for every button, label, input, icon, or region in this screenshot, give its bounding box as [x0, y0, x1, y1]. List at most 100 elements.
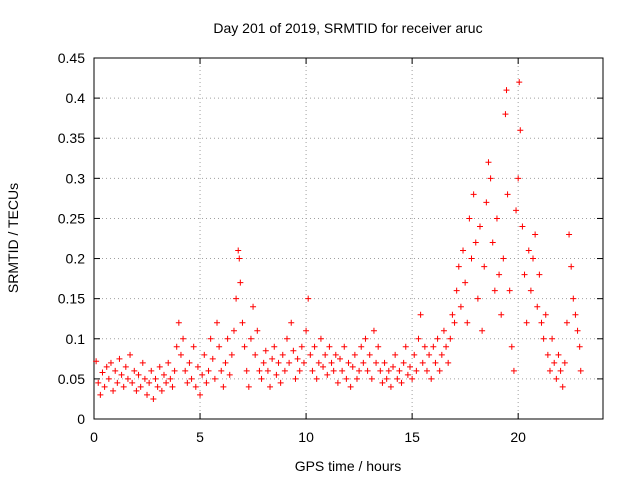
data-point [334, 379, 341, 386]
data-point [377, 367, 384, 374]
data-point [503, 87, 510, 94]
data-point [250, 303, 257, 310]
data-point [220, 383, 227, 390]
data-point [322, 351, 329, 358]
data-point [375, 343, 382, 350]
data-point [419, 359, 426, 366]
data-point [241, 343, 248, 350]
data-point [139, 359, 146, 366]
data-point [358, 343, 365, 350]
data-point [549, 335, 556, 342]
data-point [404, 371, 411, 378]
data-point [328, 359, 335, 366]
data-point [483, 199, 490, 206]
data-point [345, 359, 352, 366]
y-tick-label: 0.4 [66, 90, 86, 106]
data-point [489, 239, 496, 246]
data-point [349, 363, 356, 370]
data-point [538, 319, 545, 326]
data-point [559, 383, 566, 390]
data-point [205, 367, 212, 374]
data-point [216, 343, 223, 350]
data-point [396, 367, 403, 374]
data-point [156, 363, 163, 370]
data-point [182, 367, 189, 374]
data-point [116, 355, 123, 362]
data-point [521, 271, 528, 278]
data-point [317, 335, 324, 342]
data-point [519, 223, 526, 230]
x-tick-label: 15 [404, 429, 420, 445]
data-point [209, 355, 216, 362]
data-point [192, 383, 199, 390]
data-point [360, 359, 367, 366]
data-point [150, 395, 157, 402]
data-point [197, 391, 204, 398]
data-point [245, 383, 252, 390]
data-point [527, 287, 534, 294]
y-tick-label: 0.15 [58, 291, 85, 307]
data-point [190, 343, 197, 350]
data-point [228, 351, 235, 358]
data-point [99, 369, 106, 376]
data-point [326, 343, 333, 350]
data-point [474, 295, 481, 302]
data-point [383, 375, 390, 382]
data-point [163, 379, 170, 386]
data-point [101, 383, 108, 390]
data-point [368, 375, 375, 382]
data-point [451, 319, 458, 326]
data-point [279, 351, 286, 358]
data-point [356, 367, 363, 374]
data-point [436, 367, 443, 374]
data-point [277, 379, 284, 386]
data-point [516, 79, 523, 86]
data-point [286, 359, 293, 366]
data-point [171, 367, 178, 374]
data-point [93, 358, 100, 365]
data-point [269, 355, 276, 362]
data-point [362, 335, 369, 342]
data-point [305, 295, 312, 302]
data-point [120, 383, 127, 390]
y-tick-label: 0.1 [66, 331, 86, 347]
data-point [320, 363, 327, 370]
data-point [131, 367, 138, 374]
data-point [343, 375, 350, 382]
data-point [233, 295, 240, 302]
data-point [407, 363, 414, 370]
data-point [152, 375, 159, 382]
data-point [290, 347, 297, 354]
data-point [243, 367, 250, 374]
x-tick-label: 10 [298, 429, 314, 445]
data-point [390, 363, 397, 370]
data-point [568, 263, 575, 270]
data-point [203, 379, 210, 386]
data-point [426, 351, 433, 358]
x-tick-label: 0 [90, 429, 98, 445]
data-point [563, 319, 570, 326]
data-point [476, 223, 483, 230]
data-point [275, 359, 282, 366]
data-point [339, 367, 346, 374]
data-point [449, 311, 456, 318]
data-point [506, 287, 513, 294]
data-point [148, 367, 155, 374]
data-point [303, 327, 310, 334]
data-point [561, 359, 568, 366]
data-point [417, 311, 424, 318]
data-point [445, 359, 452, 366]
data-point [353, 375, 360, 382]
data-point [481, 263, 488, 270]
data-point [105, 375, 112, 382]
data-point [146, 379, 153, 386]
data-point [337, 355, 344, 362]
data-point [440, 327, 447, 334]
data-point [457, 303, 464, 310]
data-point [513, 207, 520, 214]
data-point [165, 359, 172, 366]
data-point [373, 359, 380, 366]
data-point [428, 375, 435, 382]
data-point [394, 375, 401, 382]
